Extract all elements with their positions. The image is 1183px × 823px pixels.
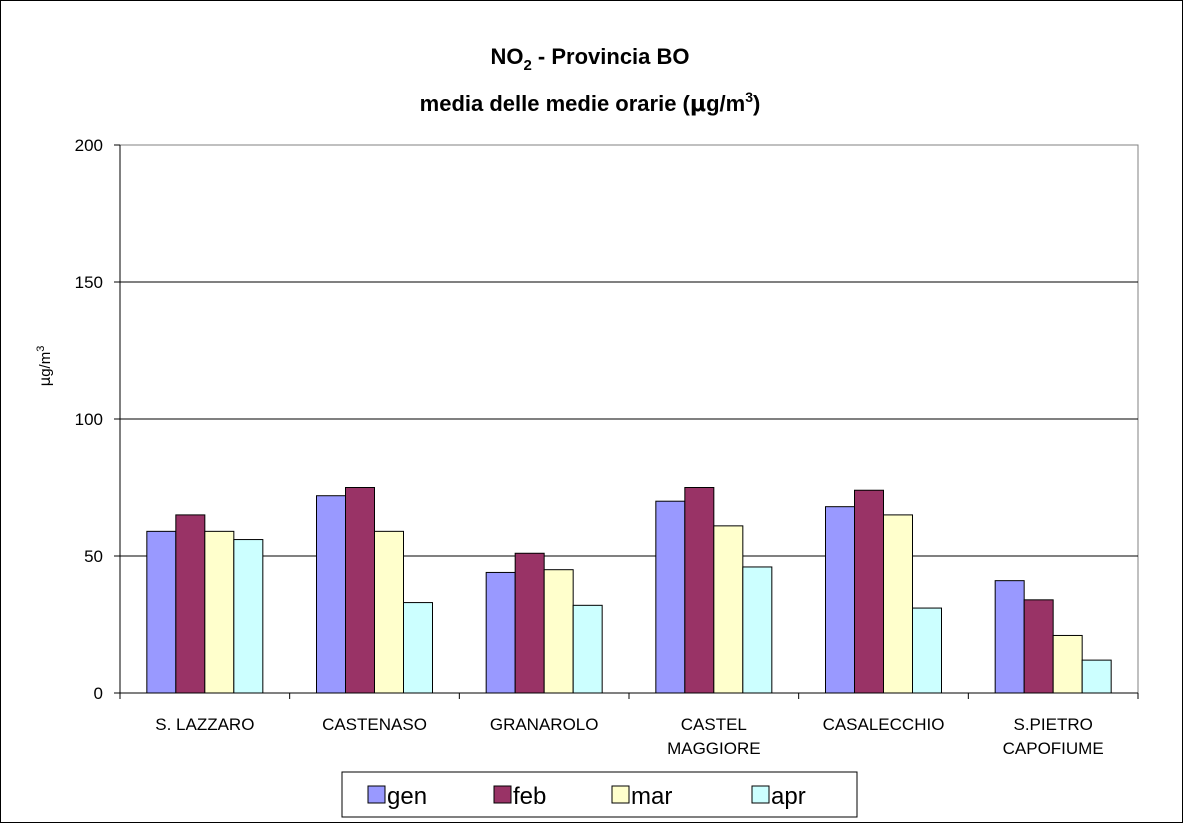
bar-apr	[742, 566, 773, 694]
legend-swatch-apr	[751, 785, 770, 804]
x-category-label: CASTENASO	[322, 715, 427, 734]
bar-feb	[854, 489, 884, 694]
y-tick-label: 50	[84, 547, 103, 566]
x-category-label: S. LAZZARO	[155, 715, 254, 734]
bar-gen	[825, 506, 855, 694]
legend-label-feb: feb	[513, 783, 546, 810]
y-ticks: 0 50 100 150 200	[75, 136, 120, 703]
y-tick-label: 200	[75, 136, 103, 155]
bar-gen	[994, 580, 1025, 694]
title-superscript: 3	[745, 89, 753, 105]
bar-gen	[655, 500, 686, 694]
y-tick-label: 100	[75, 410, 103, 429]
bar-feb	[345, 487, 375, 694]
bar-feb	[175, 514, 206, 694]
bar-mar	[1052, 634, 1083, 694]
bar-feb	[684, 487, 715, 694]
bar-gen	[316, 495, 346, 694]
bar-apr	[572, 604, 603, 694]
legend-swatch-mar	[611, 785, 630, 804]
bar-apr	[912, 607, 942, 694]
y-axis-label: μg/m3	[35, 346, 54, 387]
bar-feb	[514, 552, 545, 694]
bar-feb	[1023, 599, 1054, 694]
legend: gen feb mar apr	[341, 771, 858, 818]
chart-title-line1: NO2 - Provincia BO	[490, 44, 689, 74]
bars	[146, 487, 1112, 694]
x-category-label: S.PIETRO	[1013, 715, 1092, 734]
legend-label-gen: gen	[387, 783, 427, 810]
chart-title-line2: media delle medie orarie (μg/m3)	[420, 89, 761, 117]
bar-mar	[883, 514, 913, 694]
bar-mar	[543, 569, 574, 694]
title-subscript: 2	[523, 57, 531, 74]
legend-label-apr: apr	[771, 783, 806, 810]
x-categories: S. LAZZARO CASTENASO GRANAROLO CASTEL MAGGIO…	[119, 693, 1139, 758]
x-category-label: CASTEL	[681, 715, 747, 734]
bar-mar	[374, 530, 404, 694]
x-category-label: GRANAROLO	[490, 715, 599, 734]
x-category-label: MAGGIORE	[667, 739, 761, 758]
gridlines	[120, 281, 1138, 557]
bar-gen	[485, 571, 516, 694]
y-tick-label: 0	[94, 684, 103, 703]
y-tick-label: 150	[75, 273, 103, 292]
legend-swatch-gen	[367, 785, 386, 804]
bar-gen	[146, 530, 177, 694]
legend-label-mar: mar	[631, 783, 672, 810]
bar-apr	[1081, 659, 1112, 694]
legend-box	[341, 771, 858, 818]
x-category-label: CASALECCHIO	[823, 715, 945, 734]
bar-apr	[403, 602, 433, 694]
x-category-label: CAPOFIUME	[1003, 739, 1104, 758]
bar-mar	[713, 525, 744, 694]
legend-swatch-feb	[493, 785, 512, 804]
bar-apr	[233, 539, 264, 694]
bar-mar	[204, 530, 235, 694]
